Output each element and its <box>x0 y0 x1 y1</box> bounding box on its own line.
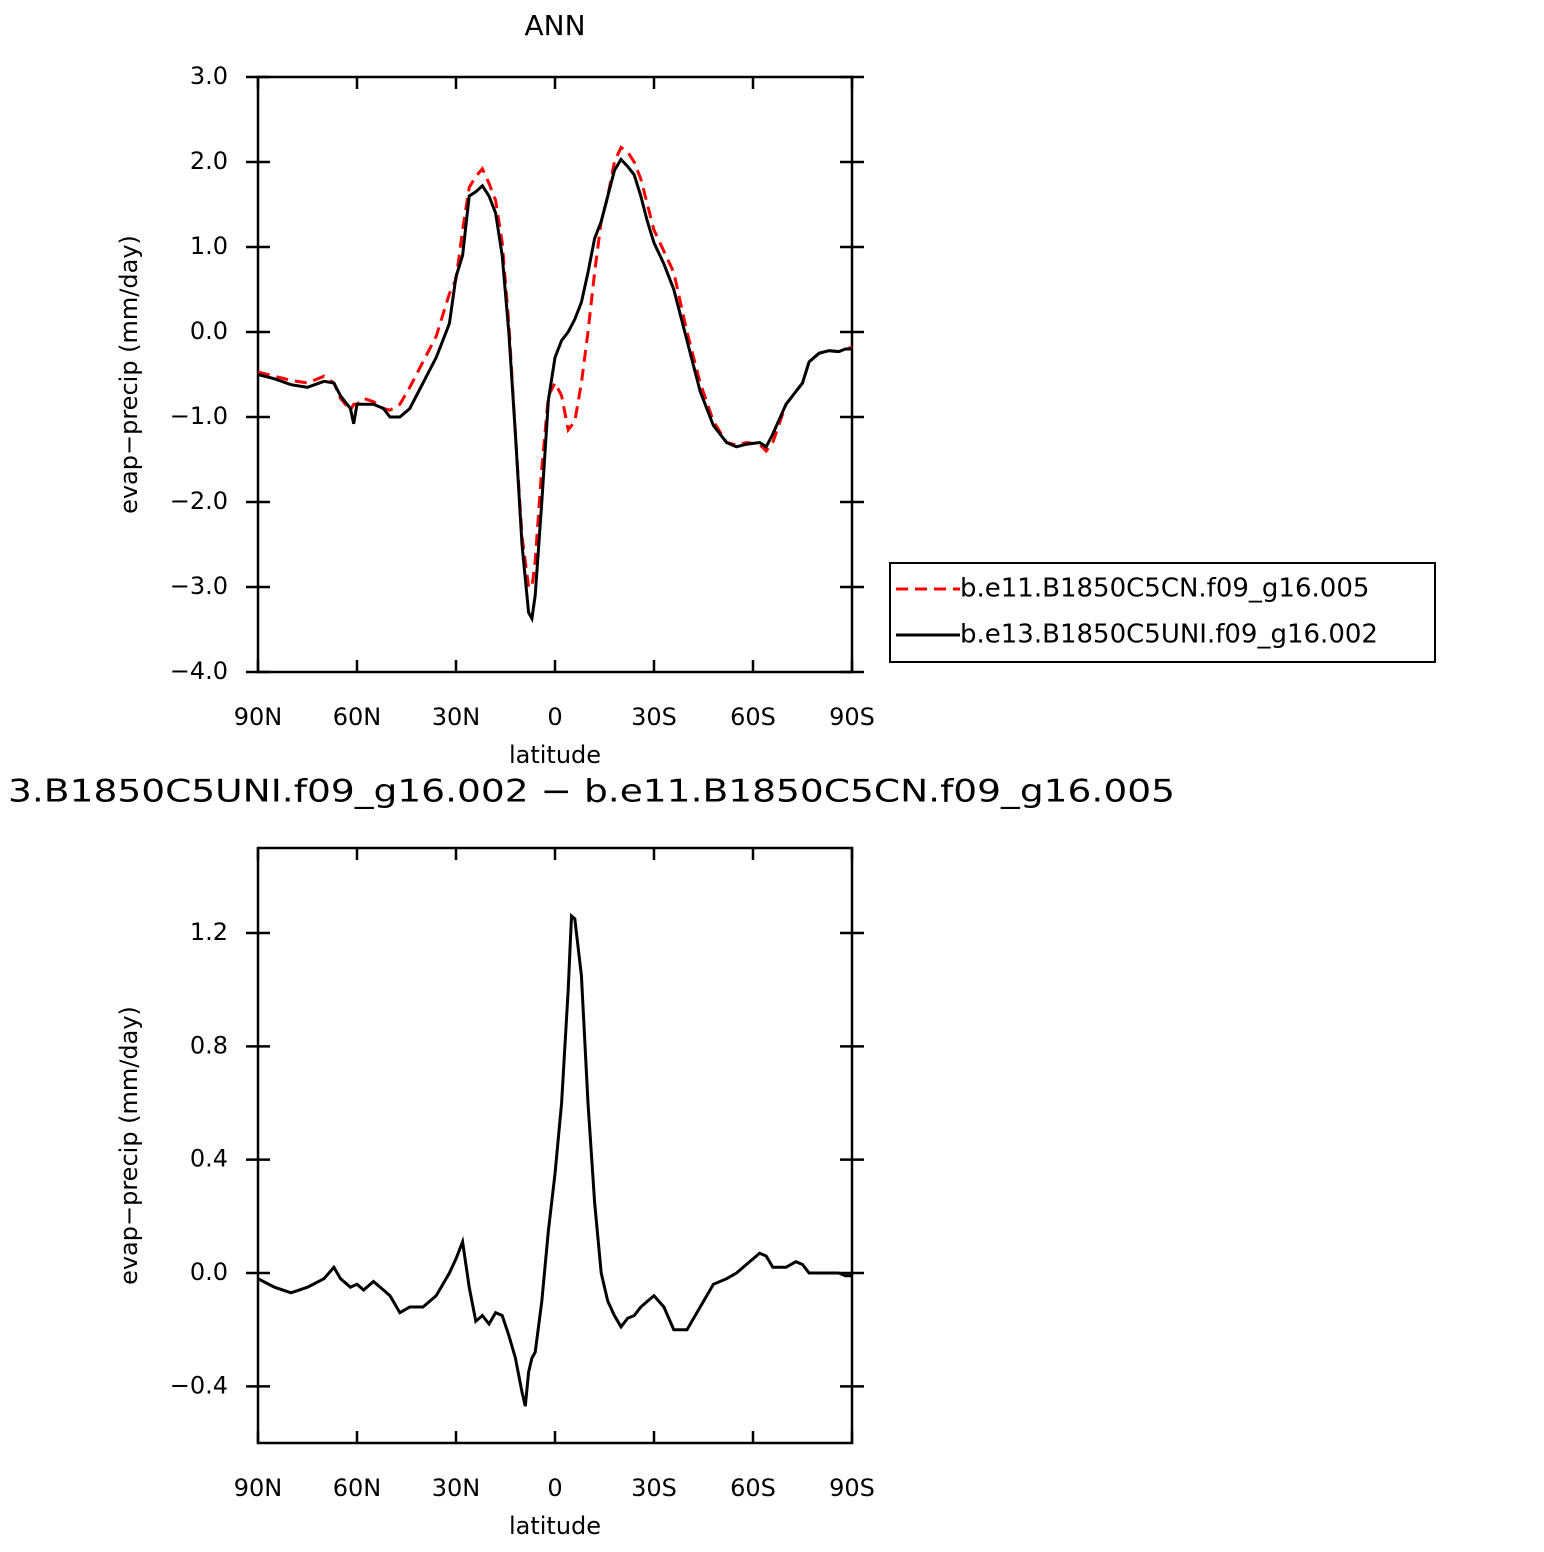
plot-frame <box>256 75 854 674</box>
x-tick-label: 90S <box>829 703 875 731</box>
x-tick-label: 30S <box>631 703 677 731</box>
y-tick-label: −2.0 <box>170 487 228 515</box>
y-tick-label: −3.0 <box>170 572 228 600</box>
y-tick-label: 0.0 <box>190 317 228 345</box>
x-tick-label: 90N <box>234 1474 283 1502</box>
chart-title: 3.B1850C5UNI.f09_g16.002 − b.e11.B1850C5… <box>8 774 1175 810</box>
y-tick-label: −0.4 <box>170 1371 228 1399</box>
line-series <box>257 157 852 624</box>
x-tick-label: 60S <box>730 1474 776 1502</box>
y-tick-label: 3.0 <box>190 62 228 90</box>
y-tick-label: 1.2 <box>190 918 228 946</box>
x-axis-label: latitude <box>509 1512 601 1540</box>
x-tick-label: 90N <box>234 703 283 731</box>
x-axis-label: latitude <box>509 741 601 769</box>
legend: b.e11.B1850C5CN.f09_g16.005 b.e13.B1850C5… <box>889 562 1436 663</box>
legend-frame <box>889 562 1436 663</box>
x-tick-label: 30S <box>631 1474 677 1502</box>
y-axis-label: evap−precip (mm/day) <box>115 1006 143 1285</box>
plot-frame <box>256 846 854 1445</box>
x-tick-label: 30N <box>432 703 481 731</box>
y-tick-label: 0.8 <box>190 1031 228 1059</box>
y-tick-label: −4.0 <box>170 657 228 685</box>
line-series <box>257 912 852 1407</box>
y-tick-label: 1.0 <box>190 232 228 260</box>
x-tick-label: 90S <box>829 1474 875 1502</box>
y-axis-label: evap−precip (mm/day) <box>115 235 143 514</box>
plot: ANN latitude evap−precip (mm/day) 90N 60N 30N… <box>115 9 1436 769</box>
y-tick-label: 2.0 <box>190 147 228 175</box>
chart-title: ANN <box>524 9 585 42</box>
legend-label: b.e11.B1850C5CN.f09_g16.005 <box>960 574 1369 604</box>
y-tick-label: −1.0 <box>170 402 228 430</box>
x-tick-label: 30N <box>432 1474 481 1502</box>
x-tick-label: 0 <box>547 1474 562 1502</box>
x-tick-label: 60N <box>333 703 382 731</box>
x-tick-label: 60S <box>730 703 776 731</box>
x-tick-label: 60N <box>333 1474 382 1502</box>
y-tick-label: 0.0 <box>190 1258 228 1286</box>
plot: 3.B1850C5UNI.f09_g16.002 − b.e11.B1850C5… <box>8 774 1175 1541</box>
legend-label: b.e13.B1850C5UNI.f09_g16.002 <box>960 620 1378 650</box>
y-tick-label: 0.4 <box>190 1145 228 1173</box>
x-tick-label: 0 <box>547 703 562 731</box>
